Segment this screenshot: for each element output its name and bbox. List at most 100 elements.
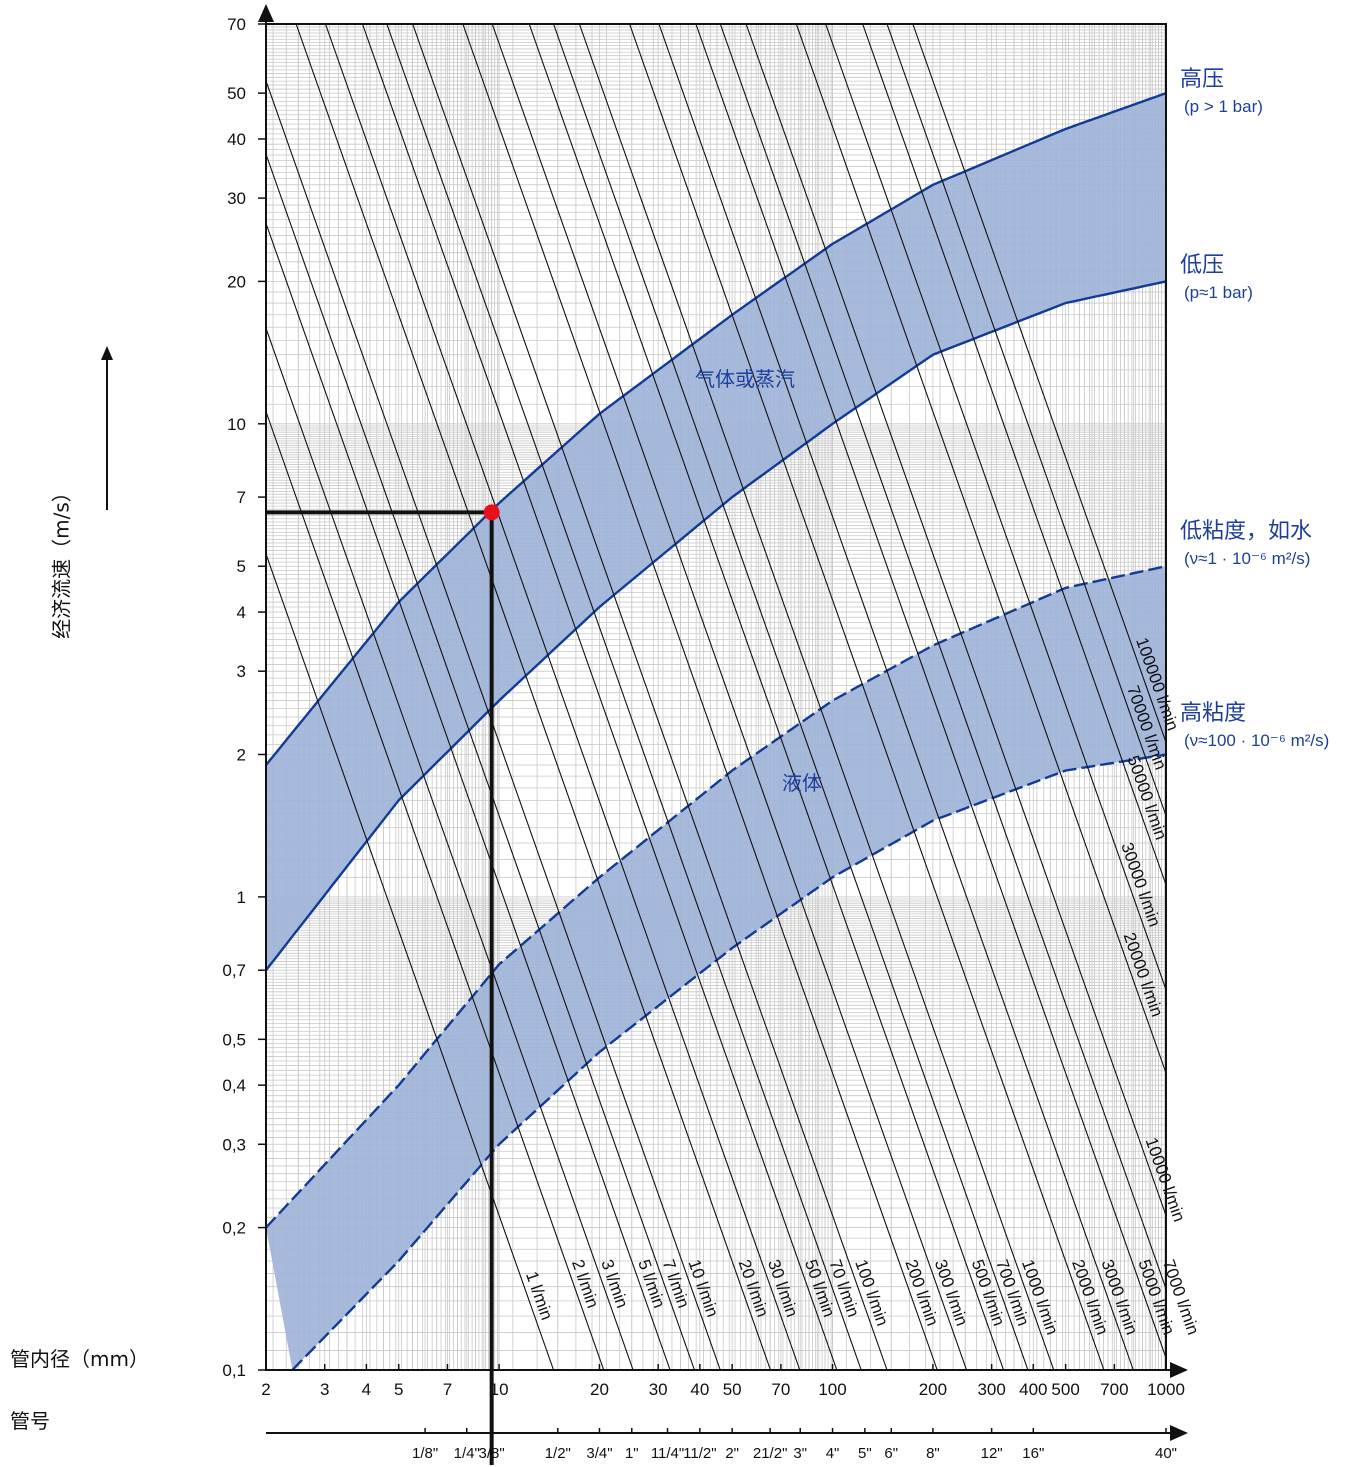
bands	[265, 91, 1167, 1371]
x-tick-label: 10	[490, 1380, 509, 1399]
x-tick-label: 5	[394, 1380, 403, 1399]
flow-line	[266, 552, 555, 1370]
x-tick-label: 7	[443, 1380, 452, 1399]
x-tick-label: 3	[320, 1380, 329, 1399]
x-tick-label: 1000	[1147, 1380, 1185, 1399]
pipe-size-label: 5"	[858, 1445, 872, 1462]
flow-line	[324, 24, 801, 1370]
y-tick-label: 40	[227, 130, 246, 149]
y-tick-label: 7	[237, 488, 246, 507]
gas-lower-line	[265, 280, 1167, 971]
pipe-size-label: 16"	[1022, 1445, 1044, 1462]
y-tick-label: 0,5	[222, 1030, 246, 1049]
y-tick-label: 70	[227, 15, 246, 34]
example-point	[266, 504, 500, 1465]
y-axis-arrow	[106, 350, 108, 510]
flow-line	[825, 24, 1166, 992]
pipe-size-label: 1/2"	[545, 1445, 571, 1462]
y-tick-label: 0,4	[222, 1076, 246, 1095]
pipe-size-label: 12"	[981, 1445, 1003, 1462]
y-tick-label: 0,7	[222, 961, 246, 980]
flow-lines	[266, 24, 1166, 1370]
band-side-note: (p > 1 bar)	[1184, 97, 1263, 116]
flow-line	[553, 24, 1029, 1370]
example-dot	[483, 504, 500, 521]
y-tick-label: 10	[227, 415, 246, 434]
x-tick-label: 100	[818, 1380, 846, 1399]
liquid-band-label: 液体	[782, 771, 822, 795]
flow-line	[795, 24, 1166, 1075]
y-tick-label: 50	[227, 84, 246, 103]
pipe-size-label: 4"	[826, 1445, 840, 1462]
pipe-size-label: 21/2"	[753, 1445, 788, 1462]
pipe-size-label: 11/4"	[651, 1445, 684, 1462]
pipe-size-label: 11/2"	[683, 1445, 716, 1462]
band-side-label: 高压	[1180, 67, 1224, 92]
x-tick-label: 50	[723, 1380, 742, 1399]
x-tick-label: 500	[1051, 1380, 1079, 1399]
liquid-band	[266, 566, 1166, 1370]
flow-label: 10 l/min	[684, 1257, 722, 1319]
y-tick-label: 1	[237, 888, 246, 907]
pipe-size-label: 1/4"	[454, 1445, 480, 1462]
x-tick-label: 200	[919, 1380, 947, 1399]
flow-line	[266, 409, 605, 1370]
flow-line	[266, 79, 721, 1370]
flow-line	[745, 24, 1166, 1218]
y-tick-label: 30	[227, 189, 246, 208]
y-tick-label: 0,1	[222, 1361, 246, 1380]
x-tick-label: 40	[690, 1380, 709, 1399]
pipe-size-label: 2"	[725, 1445, 739, 1462]
pipe-size-label: 8"	[926, 1445, 940, 1462]
flow-label: 20000 l/min	[1120, 930, 1167, 1019]
flow-line	[361, 24, 838, 1370]
pipe-size-label: 6"	[884, 1445, 898, 1462]
x-tick-label: 20	[590, 1380, 609, 1399]
pipe-size-label: 1"	[625, 1445, 639, 1462]
pipe-size-label: 管号	[10, 1409, 50, 1433]
flow-label: 100 l/min	[851, 1257, 892, 1328]
band-side-note: (ν≈1 · 10⁻⁶ m²/s)	[1184, 549, 1310, 568]
x-tick-label: 300	[977, 1380, 1005, 1399]
flow-line	[578, 24, 1055, 1370]
y-tick-label: 0,3	[222, 1135, 246, 1154]
flow-line	[491, 24, 968, 1370]
flow-line	[462, 24, 938, 1370]
flow-line	[912, 24, 1166, 744]
y-tick-label: 5	[237, 557, 246, 576]
y-axis-label-text: 经济流速（m/s）	[49, 482, 74, 639]
y-tick-label: 3	[237, 662, 246, 681]
flow-line	[886, 24, 1166, 818]
band-side-label: 低压	[1180, 253, 1224, 278]
liquid-lower-line	[291, 753, 1167, 1371]
x-tick-label: 30	[649, 1380, 668, 1399]
flow-line	[412, 24, 888, 1370]
flow-line	[266, 221, 671, 1370]
flow-line	[528, 24, 1005, 1370]
flow-line	[695, 24, 1166, 1360]
band-side-label: 高粘度	[1180, 701, 1246, 726]
flow-line	[266, 152, 695, 1370]
y-tick-label: 2	[237, 745, 246, 764]
flow-line	[719, 24, 1166, 1291]
flow-line	[295, 24, 771, 1370]
x-tick-label: 700	[1100, 1380, 1128, 1399]
pipe-size-label: 40"	[1155, 1445, 1177, 1462]
x-axis-label: 管内径（mm）	[10, 1347, 149, 1371]
y-tick-label: 0,2	[222, 1219, 246, 1238]
band-side-label: 低粘度，如水	[1180, 519, 1312, 544]
band-side-note: (ν≈100 · 10⁻⁶ m²/s)	[1184, 731, 1329, 750]
flow-line	[629, 24, 1105, 1370]
y-axis-arrow-head	[101, 346, 113, 360]
plot-frame	[258, 4, 1188, 1441]
pipe-size-label: 1/8"	[412, 1445, 438, 1462]
liquid-upper-line	[265, 565, 1167, 1229]
flow-line	[266, 326, 634, 1370]
flow-line	[862, 24, 1166, 887]
x-tick-label: 2	[261, 1380, 270, 1399]
band-side-note: (p≈1 bar)	[1184, 283, 1253, 302]
gas-band	[266, 93, 1166, 971]
flow-line	[658, 24, 1134, 1370]
